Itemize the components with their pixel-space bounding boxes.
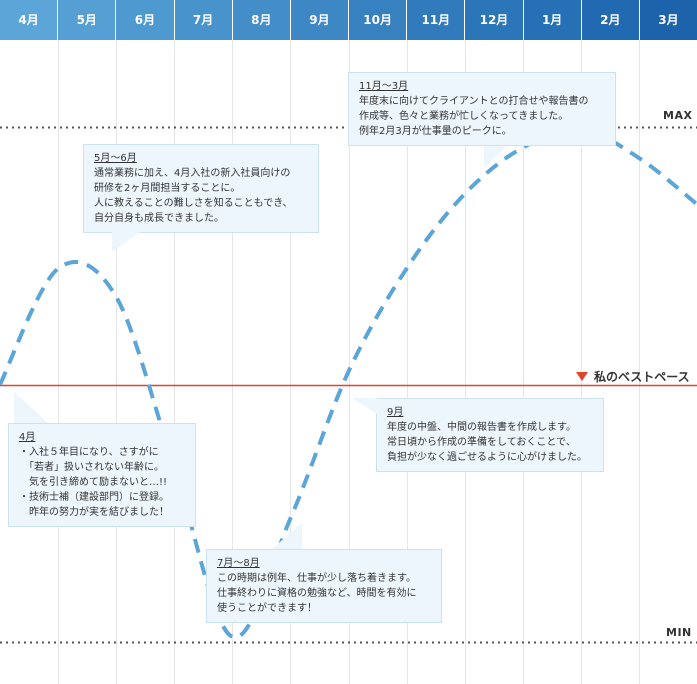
annotation-line: 通常業務に加え、4月入社の新入社員向けの xyxy=(94,168,291,179)
annotation-april-pointer xyxy=(14,392,48,423)
month-header-cell: 1月 xyxy=(523,0,582,40)
annotation-line: 年度の中盤、中間の報告書を作成します。 xyxy=(387,422,576,433)
month-header: 4月 5月 6月 7月 8月 9月 10月 11月 12月 1月 2月 3月 xyxy=(0,0,697,40)
month-header-cell: 6月 xyxy=(116,0,175,40)
max-label: MAX xyxy=(663,109,693,122)
annotation-september: 9月 年度の中盤、中間の報告書を作成します。 常日頃から作成の準備をしておくこと… xyxy=(376,398,604,472)
annotation-line: 年度末に向けてクライアントとの打合せや報告書の xyxy=(359,96,589,107)
month-header-cell: 12月 xyxy=(465,0,524,40)
annotation-line: 人に教えることの難しさを知ることもでき、 xyxy=(94,198,293,209)
annotation-title: 11月～3月 xyxy=(359,81,409,92)
month-header-cell: 3月 xyxy=(639,0,697,40)
annotation-title: 5月～6月 xyxy=(94,153,137,164)
best-pace-label: 私のベストペース xyxy=(594,370,690,384)
annotation-november-march: 11月～3月 年度末に向けてクライアントとの打合せや報告書の 作成等、色々と業務… xyxy=(348,72,616,146)
annotation-line: ・技術士補（建設部門）に登録。 xyxy=(19,492,169,503)
annotation-april: 4月 ・入社５年目になり、さすがに 「若者」扱いされない年齢に。 気を引き締めて… xyxy=(8,423,196,527)
annotation-line: 研修を2ヶ月間担当することに。 xyxy=(94,183,241,194)
annotation-july-august-pointer xyxy=(272,523,302,549)
month-header-cell: 9月 xyxy=(290,0,350,40)
month-header-cell: 10月 xyxy=(349,0,408,40)
month-header-cell: 5月 xyxy=(58,0,117,40)
best-pace-legend: 私のベストペース xyxy=(576,368,690,385)
annotation-title: 7月～8月 xyxy=(217,558,260,569)
annotation-line: 気を引き締めて励まないと…!! xyxy=(19,477,168,488)
annotation-line: ・入社５年目になり、さすがに xyxy=(19,447,159,458)
annotation-july-august: 7月～8月 この時期は例年、仕事が少し落ち着きます。 仕事終わりに資格の勉強など… xyxy=(206,549,442,623)
month-header-cell: 11月 xyxy=(407,0,466,40)
month-header-cell: 4月 xyxy=(0,0,59,40)
annotation-line: 作成等、色々と業務が忙しくなってきました。 xyxy=(359,111,569,122)
down-triangle-icon xyxy=(576,372,588,381)
annotation-line: 常日頃から作成の準備をしておくことで、 xyxy=(387,437,576,448)
annotation-line: 負担が少なく過ごせるように心がけました。 xyxy=(387,452,587,463)
month-header-cell: 8月 xyxy=(232,0,291,40)
annotation-line: 例年2月3月が仕事量のピークに。 xyxy=(359,126,512,137)
annotation-line: 自分自身も成長できました。 xyxy=(94,213,224,224)
annotation-title: 9月 xyxy=(387,407,404,418)
annotation-line: 仕事終わりに資格の勉強など、時間を有効に xyxy=(217,588,417,599)
month-header-cell: 7月 xyxy=(174,0,233,40)
month-header-cell: 2月 xyxy=(581,0,640,40)
annotation-november-march-pointer xyxy=(484,146,506,168)
annotation-line: この時期は例年、仕事が少し落ち着きます。 xyxy=(217,573,416,584)
min-label: MIN xyxy=(666,626,692,639)
annotation-line: 昨年の努力が実を結びました！ xyxy=(19,507,169,518)
annotation-title: 4月 xyxy=(19,432,36,443)
annotation-line: 使うことができます！ xyxy=(217,603,317,614)
annotation-line: 「若者」扱いされない年齢に。 xyxy=(19,462,164,473)
annotation-may-june-pointer xyxy=(112,232,140,252)
annotation-may-june: 5月～6月 通常業務に加え、4月入社の新入社員向けの 研修を2ヶ月間担当すること… xyxy=(83,144,319,233)
annotation-september-pointer xyxy=(352,398,377,414)
